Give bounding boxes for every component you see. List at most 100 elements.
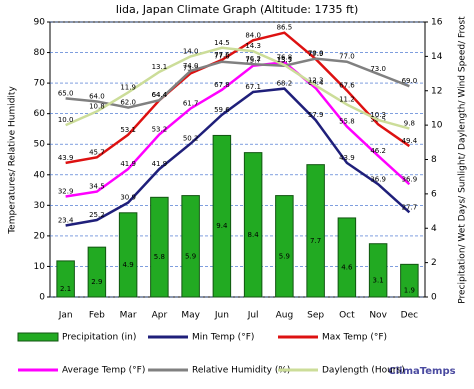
bar (181, 195, 200, 298)
line-value-label: 9.8 (404, 120, 415, 128)
line-value-label: 67.6 (339, 81, 355, 89)
line-value-label: 41.9 (152, 160, 168, 168)
line (65, 46, 410, 130)
line-value-label: 77.0 (214, 53, 230, 61)
legend-label: Precipitation (in) (62, 333, 136, 343)
line-value-label: 53.1 (120, 126, 136, 134)
line-value-label: 84.0 (245, 31, 261, 39)
line-value-label: 13.5 (277, 56, 293, 64)
line-value-label: 10.3 (370, 111, 386, 119)
bar (118, 212, 138, 298)
y2-tick-label: 12 (431, 86, 442, 96)
legend-label: Min Temp (°F) (192, 333, 254, 343)
line-value-label: 14.3 (245, 42, 261, 50)
y2-tick-label: 6 (431, 189, 437, 199)
line-value-label: 73.0 (370, 65, 386, 73)
line-value-label: 76.8 (277, 53, 293, 61)
x-tick-label: Mar (120, 311, 137, 321)
line-value-label: 64.4 (152, 91, 168, 99)
bar-value-label: 5.9 (185, 252, 196, 260)
line-value-label: 14.0 (183, 47, 199, 55)
line-value-label: 64.0 (89, 92, 105, 100)
line-value-label: 27.7 (402, 203, 418, 211)
line-value-label: 12.3 (308, 77, 324, 85)
line-value-label: 78.0 (308, 50, 324, 58)
line (65, 57, 410, 109)
line-value-label: 77.6 (214, 51, 230, 59)
x-tick-label: Dec (401, 311, 418, 321)
line-value-label: 76.2 (245, 55, 261, 63)
x-tick-label: May (181, 311, 200, 321)
x-tick-label: Sep (307, 311, 324, 321)
bar-value-label: 4.9 (123, 261, 134, 269)
y2-tick-label: 2 (431, 258, 437, 268)
y2-tick-label: 0 (431, 293, 437, 303)
bar (337, 217, 357, 298)
line-value-label: 30.9 (120, 194, 136, 202)
bar-value-label: 5.8 (154, 253, 165, 261)
bar-value-label: 4.6 (341, 263, 353, 271)
y2-tick-label: 4 (431, 224, 437, 234)
y-axis-label: Temperatures/ Relative Humidity (8, 86, 18, 235)
bar-value-label: 1.9 (404, 287, 415, 295)
line-value-label: 11.2 (339, 96, 355, 104)
y-tick-label: 80 (34, 48, 46, 58)
y-tick-label: 70 (34, 79, 46, 89)
line-value-label: 14.5 (214, 39, 230, 47)
line-value-label: 75.7 (277, 57, 293, 65)
line-value-label: 74.0 (183, 62, 199, 70)
y-tick-label: 50 (34, 140, 46, 150)
line-value-label: 13.1 (152, 63, 168, 71)
y-tick-label: 90 (34, 18, 46, 28)
x-tick-label: Apr (152, 311, 168, 321)
x-tick-label: Jul (247, 311, 259, 321)
bar (400, 263, 419, 298)
line-value-label: 45.7 (89, 148, 105, 156)
line-value-label: 55.8 (339, 118, 355, 126)
bar-value-label: 2.1 (60, 285, 71, 293)
y-tick-label: 10 (34, 262, 46, 272)
brand: ClimaTemps (388, 366, 455, 377)
chart-title: Iida, Japan Climate Graph (Altitude: 173… (116, 3, 359, 16)
bar (243, 152, 263, 298)
x-tick-label: Jan (58, 311, 73, 321)
bar (306, 164, 325, 298)
line-value-label: 67.1 (245, 83, 261, 91)
bar (87, 246, 107, 298)
line-value-label: 32.9 (58, 187, 74, 195)
line-value-label: 43.9 (339, 154, 355, 162)
legend-label: Daylength (Hours) (322, 366, 405, 376)
x-tick-label: Aug (276, 311, 294, 321)
line-value-label: 65.0 (58, 89, 74, 97)
y-tick-label: 30 (34, 201, 46, 211)
y2-tick-label: 8 (431, 155, 437, 165)
line-value-label: 69.0 (402, 77, 418, 85)
line-value-label: 68.4 (308, 79, 324, 87)
bar (212, 134, 232, 298)
legend-swatch (17, 332, 59, 342)
line-value-label: 73.2 (183, 64, 199, 72)
line-value-label: 86.5 (277, 24, 293, 32)
y-tick-label: 60 (34, 109, 46, 119)
y2-tick-label: 16 (431, 18, 443, 28)
bar (368, 243, 388, 298)
x-tick-label: Nov (369, 311, 387, 321)
line-value-label: 43.9 (58, 154, 74, 162)
bar-value-label: 2.9 (91, 278, 102, 286)
line-value-label: 49.4 (402, 137, 418, 145)
bar-value-label: 7.7 (310, 237, 321, 245)
y-tick-label: 20 (34, 231, 46, 241)
line (65, 61, 411, 198)
bar-value-label: 5.9 (279, 252, 290, 260)
line-value-label: 41.9 (120, 160, 136, 168)
bar-value-label: 8.4 (248, 231, 260, 239)
line-value-label: 36.9 (402, 175, 418, 183)
line-value-label: 59.6 (214, 106, 230, 114)
line-value-label: 34.5 (89, 183, 105, 191)
y2-tick-label: 14 (431, 52, 443, 62)
legend-label: Average Temp (°F) (62, 366, 145, 376)
y-tick-label: 40 (34, 170, 46, 180)
x-tick-label: Oct (339, 311, 355, 321)
line-value-label: 67.8 (214, 81, 230, 89)
